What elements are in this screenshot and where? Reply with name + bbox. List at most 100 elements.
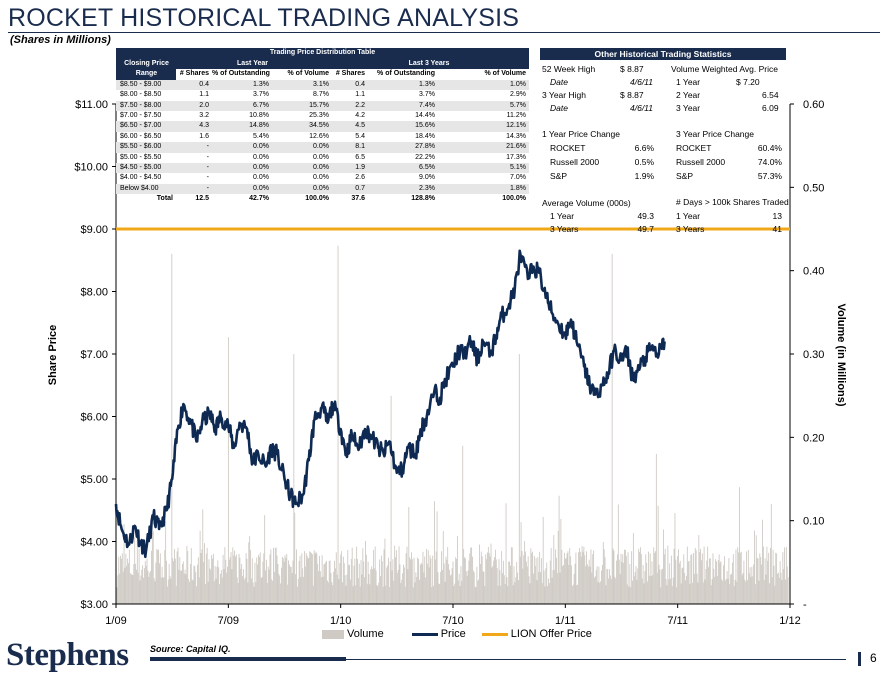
- x-tick-label: 1/11: [555, 615, 576, 627]
- table-cell: 2.6: [355, 174, 365, 182]
- table-cell: 0.0%: [313, 153, 329, 161]
- x-tick-label: 7/09: [218, 615, 239, 627]
- table-cell: $4.50 - $5.00: [120, 163, 162, 171]
- table-cell: 0.0%: [313, 163, 329, 171]
- table-cell: 6.5%: [419, 163, 435, 171]
- table-cell: 1.0%: [510, 80, 526, 88]
- table-cell: Below $4.00: [120, 184, 159, 192]
- table-cell: 1.6: [199, 132, 209, 140]
- table-cell: $5.00 - $5.50: [120, 153, 162, 161]
- table-cell: -: [206, 184, 209, 192]
- week52-date-label: Date: [550, 77, 568, 87]
- group-last-year: Last Year: [236, 60, 268, 67]
- table-row: $7.00 - $7.50 3.2 10.8% 25.3% 4.2 14.4% 11.2%: [116, 111, 529, 121]
- stephens-logo: Stephens: [6, 637, 129, 673]
- table-cell: 0.0%: [253, 143, 269, 151]
- table-cell: 7.0%: [510, 174, 526, 182]
- table-cell: -: [206, 174, 209, 182]
- table-cell: 22.2%: [415, 153, 435, 161]
- table-cell: 0.0%: [313, 143, 329, 151]
- table-cell: $6.00 - $6.50: [120, 132, 162, 140]
- table-cell: 14.4%: [415, 111, 435, 119]
- y-axis-title: Share Price: [47, 325, 59, 386]
- trading-stats-panel: Other Historical Trading Statistics 52 W…: [540, 48, 789, 238]
- table-cell: -: [206, 143, 209, 151]
- table-cell: 14.3%: [506, 132, 526, 140]
- table-row: $8.50 - $9.00 0.4 1.3% 3.1% 0.4 1.3% 1.0%: [116, 79, 529, 91]
- table-row: $4.00 - $4.50 - 0.0% 0.0% 2.6 9.0% 7.0%: [116, 173, 529, 183]
- table-cell: 1.3%: [419, 80, 435, 88]
- year3-high-value: $ 8.87: [620, 90, 644, 100]
- table-cell: 0.0%: [313, 184, 329, 192]
- y-tick-label: $9.00: [80, 224, 108, 236]
- y2-tick-label: 0.50: [803, 182, 824, 194]
- table-cell: 8.1: [355, 143, 365, 151]
- y2-tick-label: 0.60: [803, 99, 824, 111]
- y-tick-label: $3.00: [80, 599, 108, 611]
- stats-title: Other Historical Trading Statistics: [540, 48, 786, 60]
- footer-rule: [346, 659, 846, 660]
- week52-high-label: 52 Week High: [542, 64, 596, 74]
- x-tick-label: 1/09: [105, 615, 126, 627]
- table-cell: 1.3%: [253, 80, 269, 88]
- table-cell: $6.50 - $7.00: [120, 122, 162, 130]
- stat-label: 3 Years: [676, 224, 705, 234]
- legend-offer: LION Offer Price: [481, 628, 592, 640]
- table-cell: 4.3: [199, 122, 209, 130]
- y-tick-label: $4.00: [80, 537, 108, 549]
- year3-date-value: 4/6/11: [630, 103, 654, 113]
- table-cell: 1.9: [355, 163, 365, 171]
- y-tick-label: $6.00: [80, 412, 108, 424]
- x-tick-label: 1/12: [779, 615, 800, 627]
- price-line: [114, 249, 666, 559]
- y2-tick-label: -: [803, 599, 807, 611]
- year3-high-label: 3 Year High: [542, 90, 586, 100]
- stat-label: Russell 2000: [550, 157, 600, 167]
- stat-label: S&P: [550, 171, 568, 181]
- col-range2-header: Range: [116, 69, 176, 80]
- avg-volume-title: Average Volume (000s): [542, 198, 631, 208]
- table-cell: 25.3%: [309, 111, 329, 119]
- x-tick-label: 7/10: [442, 615, 463, 627]
- table-total-row: Total 12.5 42.7% 100.0% 37.6 128.8% 100.…: [156, 195, 526, 203]
- distribution-table-body: $8.50 - $9.00 0.4 1.3% 3.1% 0.4 1.3% 1.0% $8.00…: [116, 79, 529, 195]
- distribution-table-title: Trading Price Distribution Table: [116, 48, 529, 59]
- table-cell: $8.50 - $9.00: [120, 80, 162, 88]
- legend-price-swatch: [411, 632, 438, 636]
- table-cell: -: [206, 153, 209, 161]
- stat-value: 49.3: [637, 211, 654, 221]
- table-cell: 0.4: [199, 80, 209, 88]
- stat-label: S&P: [676, 171, 694, 181]
- days-traded-title: # Days > 100k Shares Traded: [676, 197, 789, 207]
- table-row: $5.00 - $5.50 - 0.0% 0.0% 6.5 22.2% 17.3%: [116, 153, 529, 163]
- table-cell: 0.7: [355, 184, 365, 192]
- vwap-title: Volume Weighted Avg. Price: [671, 64, 778, 74]
- table-cell: 1.1: [199, 91, 209, 99]
- y-tick-label: $10.00: [74, 162, 108, 174]
- table-cell: 5.4: [355, 132, 365, 140]
- vwap-2y-label: 2 Year: [676, 90, 701, 100]
- stat-value: 57.3%: [757, 171, 782, 181]
- table-cell: 3.7%: [253, 91, 269, 99]
- table-cell: 14.8%: [249, 122, 269, 130]
- table-cell: 15.7%: [309, 101, 329, 109]
- legend-volume: Volume: [322, 628, 384, 640]
- table-row: $8.00 - $8.50 1.1 3.7% 8.7% 1.1 3.7% 2.9%: [116, 90, 529, 100]
- col-range-header: Closing Price: [124, 60, 169, 67]
- legend-offer-swatch: [481, 632, 508, 636]
- table-cell: 1.1: [355, 91, 365, 99]
- stat-label: 1 Year: [676, 211, 701, 221]
- vwap-1y-label: 1 Year: [676, 77, 701, 87]
- vwap-3y-label: 3 Year: [676, 103, 701, 113]
- group-last-3-years: Last 3 Years: [408, 60, 450, 67]
- stat-label: 3 Years: [550, 224, 579, 234]
- table-cell: 0.4: [355, 80, 365, 88]
- table-row: $7.50 - $8.00 2.0 6.7% 15.7% 2.2 7.4% 5.7%: [116, 100, 529, 111]
- table-cell: 4.5: [355, 122, 365, 130]
- stat-label: Russell 2000: [676, 157, 726, 167]
- table-cell: 17.3%: [506, 153, 526, 161]
- y-tick-label: $5.00: [80, 474, 108, 486]
- col-outstanding-3y: % of Outstanding: [377, 70, 435, 78]
- stat-label: ROCKET: [550, 143, 586, 153]
- stat-label: 1 Year: [550, 211, 575, 221]
